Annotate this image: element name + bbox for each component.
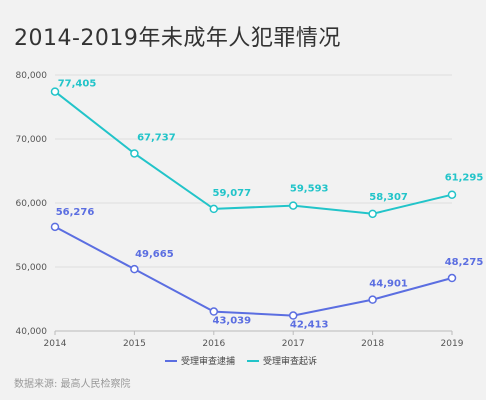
- data-label: 67,737: [137, 132, 176, 143]
- data-label: 42,413: [290, 320, 329, 331]
- data-point: [209, 307, 219, 316]
- data-label: 44,901: [369, 279, 408, 290]
- y-tick-label: 70,000: [16, 135, 48, 145]
- data-label: 48,275: [445, 257, 484, 268]
- data-point: [288, 201, 298, 210]
- data-point: [50, 222, 60, 232]
- data-label: 59,077: [213, 188, 252, 199]
- x-tick-label: 2018: [361, 339, 384, 349]
- x-tick-label: 2017: [282, 339, 305, 349]
- y-tick-label: 40,000: [16, 327, 48, 337]
- data-source: 数据来源: 最高人民检察院: [14, 379, 131, 390]
- legend-label: 受理审查起诉: [263, 355, 317, 367]
- data-label: 61,295: [445, 173, 484, 184]
- data-label: 49,665: [135, 249, 174, 260]
- x-tick-label: 2015: [123, 339, 146, 349]
- data-point: [209, 204, 219, 214]
- data-label: 58,307: [369, 192, 408, 203]
- data-point: [447, 273, 457, 283]
- data-point: [130, 264, 139, 274]
- x-tick-label: 2019: [441, 339, 464, 349]
- data-point: [368, 209, 377, 219]
- y-tick-label: 80,000: [16, 71, 48, 81]
- data-point: [288, 311, 298, 320]
- data-label: 56,276: [56, 207, 95, 218]
- x-tick-label: 2014: [44, 339, 67, 349]
- legend-label: 受理审查逮捕: [181, 355, 235, 367]
- series-line: [54, 225, 453, 317]
- data-label: 59,593: [290, 184, 329, 195]
- y-tick-label: 50,000: [16, 263, 48, 273]
- data-label: 43,039: [213, 316, 252, 327]
- chart-title: 2014-2019年未成年人犯罪情况: [14, 26, 341, 51]
- data-point: [50, 87, 60, 96]
- series-line: [54, 90, 453, 215]
- data-point: [368, 295, 377, 304]
- data-label: 77,405: [58, 79, 97, 90]
- data-point: [130, 149, 139, 158]
- x-tick-label: 2016: [202, 339, 225, 349]
- y-tick-label: 60,000: [16, 199, 48, 209]
- data-point: [447, 190, 457, 199]
